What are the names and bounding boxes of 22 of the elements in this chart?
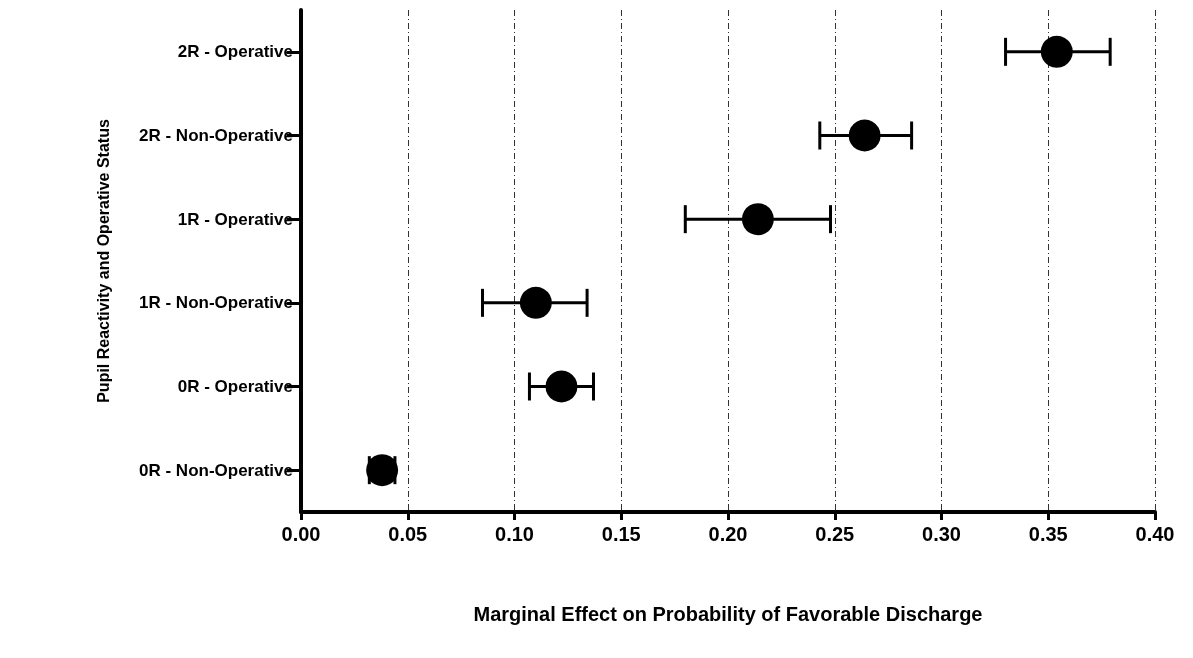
point xyxy=(1040,35,1073,68)
point xyxy=(741,203,774,236)
point xyxy=(519,286,552,319)
x-axis-title: Marginal Effect on Probability of Favorable Discharge xyxy=(473,603,983,625)
y-tick-label: 1R - Operative xyxy=(177,209,293,229)
x-tick-label: 0.15 xyxy=(601,523,641,545)
y-tick-label: 2R - Operative xyxy=(177,42,293,62)
x-tick-label: 0.40 xyxy=(1135,523,1175,545)
y-tick-label: 0R - Non-Operative xyxy=(139,460,293,480)
x-tick-label: 0.00 xyxy=(281,523,321,545)
x-tick-label: 0.05 xyxy=(388,523,428,545)
y-axis-title: Pupil Reactivity and Operative Status xyxy=(94,119,112,403)
x-tick-label: 0.35 xyxy=(1028,523,1068,545)
y-tick-label: 2R - Non-Operative xyxy=(139,126,293,145)
x-tick-label: 0.10 xyxy=(495,523,534,545)
x-tick-label: 0.30 xyxy=(922,523,961,545)
y-tick-label: 1R - Non-Operative xyxy=(139,293,293,313)
x-tick-label: 0.25 xyxy=(815,523,855,545)
x-tick-label: 0.20 xyxy=(708,523,748,545)
point xyxy=(848,119,881,152)
point xyxy=(545,370,578,403)
y-tick-label: 0R - Operative xyxy=(177,377,293,396)
